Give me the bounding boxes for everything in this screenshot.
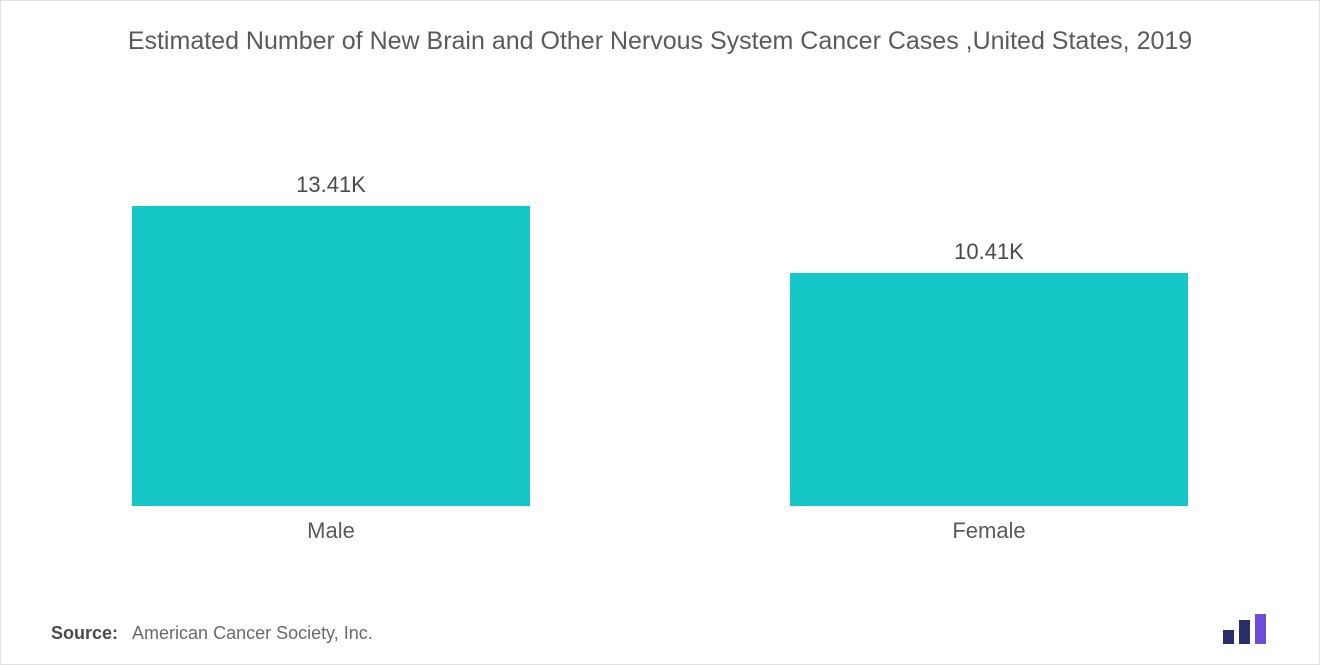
source-prefix: Source: bbox=[51, 623, 118, 643]
bar-female bbox=[790, 273, 1188, 506]
chart-title: Estimated Number of New Brain and Other … bbox=[1, 1, 1319, 59]
chart-plot-area: 13.41K Male 10.41K Female bbox=[1, 151, 1319, 544]
bar-category-label: Male bbox=[307, 518, 355, 544]
brand-logo-icon bbox=[1223, 614, 1269, 644]
source-text: American Cancer Society, Inc. bbox=[132, 623, 373, 643]
chart-footer: Source: American Cancer Society, Inc. bbox=[51, 614, 1269, 644]
source-citation: Source: American Cancer Society, Inc. bbox=[51, 623, 373, 644]
bar-value-label: 13.41K bbox=[296, 172, 366, 198]
bar-male bbox=[132, 206, 530, 506]
bar-group-male: 13.41K Male bbox=[132, 172, 530, 544]
bar-category-label: Female bbox=[952, 518, 1025, 544]
bar-group-female: 10.41K Female bbox=[790, 239, 1188, 544]
logo-bar-1 bbox=[1223, 630, 1234, 644]
logo-bar-2 bbox=[1239, 620, 1250, 644]
bar-value-label: 10.41K bbox=[954, 239, 1024, 265]
logo-bar-3 bbox=[1255, 614, 1266, 644]
